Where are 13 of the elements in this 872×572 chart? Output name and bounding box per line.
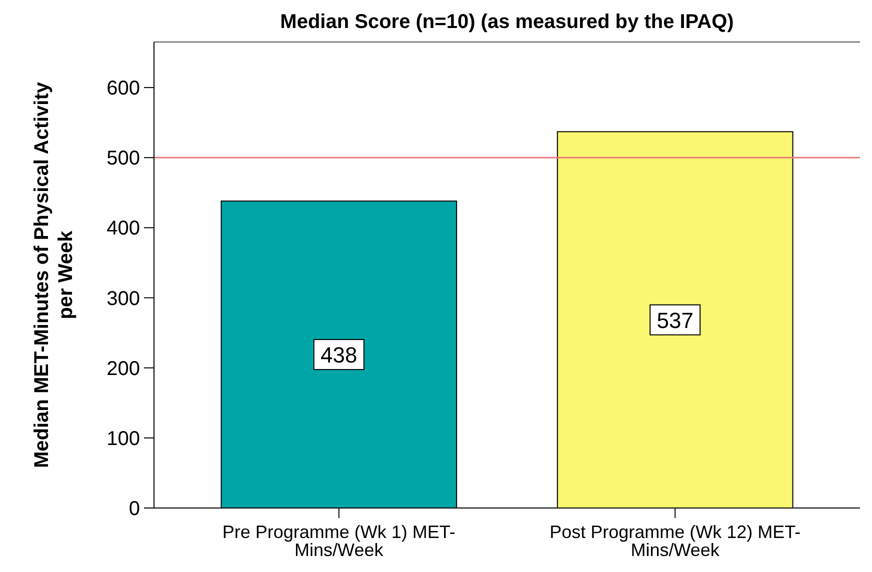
y-tick-label: 300	[106, 288, 140, 310]
y-tick-label: 400	[106, 218, 140, 240]
y-tick-label: 500	[106, 148, 140, 170]
y-tick-label: 200	[106, 358, 140, 380]
x-tick-label: Post Programme (Wk 12) MET- Mins/Week	[550, 522, 801, 560]
y-tick-label: 0	[128, 498, 140, 520]
data-label: 537	[656, 308, 694, 333]
y-tick-label: 100	[106, 428, 140, 450]
y-tick-label: 600	[106, 78, 140, 100]
data-label: 438	[320, 342, 358, 368]
x-tick-label: Pre Programme (Wk 1) MET- Mins/Week	[222, 522, 456, 560]
y-axis-title: Median MET-Minutes of Physical Activity per Week	[31, 81, 77, 468]
chart-title: Median Score (n=10) (as measured by the IPAQ)	[280, 11, 734, 33]
